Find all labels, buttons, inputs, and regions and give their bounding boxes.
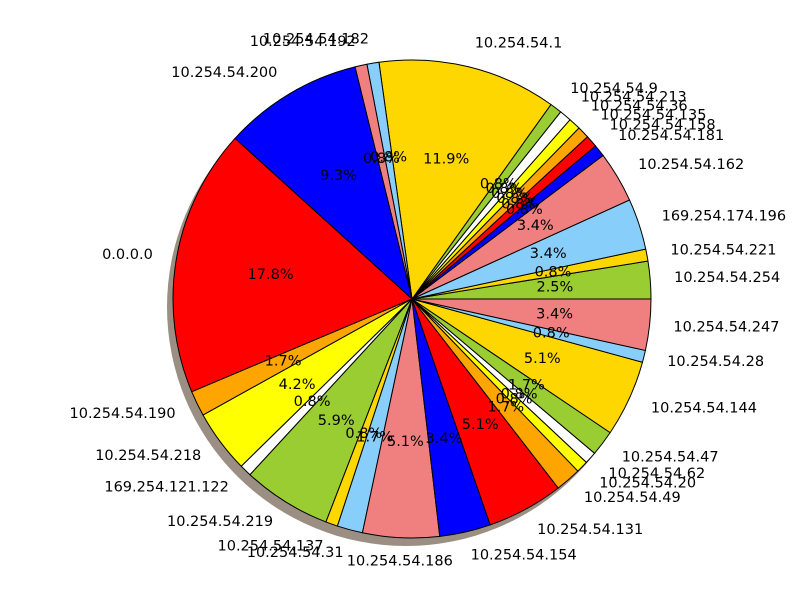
pie-percent-label: 0.8% [506,202,543,218]
pie-slice-10-254-54-1 [378,59,552,301]
pie-percent-label: 0.8% [345,426,382,442]
pie-category-label: 169.254.174.196 [662,209,787,225]
pie-percent-label: 0.8% [496,392,533,408]
pie-category-label: 10.254.54.62 [608,466,705,482]
pie-percent-label: 1.7% [487,400,524,416]
pie-category-label: 10.254.54.200 [171,65,277,81]
pie-category-label: 10.254.54.28 [667,354,764,370]
pie-category-label: 10.254.54.31 [247,545,344,561]
pie-category-label: 10.254.54.47 [622,450,719,466]
pie-percent-label: 1.7% [356,430,393,446]
pie-category-label: 10.254.54.158 [610,118,716,134]
pie-percent-label: 0.8% [491,186,528,202]
pie-percent-label: 1.7% [508,378,545,394]
pie-category-label: 10.254.54.154 [471,547,577,563]
pie-category-label: 10.254.54.221 [670,243,776,259]
pie-category-label: 10.254.54.49 [584,490,681,506]
pie-percent-label: 0.8% [501,196,538,212]
pie-percent-label: 3.4% [536,307,573,323]
pie-category-label: 10.254.54.182 [263,32,369,48]
pie-category-label: 10.254.54.36 [591,98,688,114]
pie-category-label: 10.254.54.219 [167,514,273,530]
pie-category-label: 10.254.54.186 [347,554,453,570]
pie-percent-label: 0.8% [496,191,533,207]
pie-percent-label: 17.8% [248,267,294,283]
pie-slice-10-254-54-247 [411,298,652,352]
pie-category-label: 0.0.0.0 [102,247,153,263]
pie-percent-label: 0.8% [370,150,407,166]
pie-category-label: 10.254.54.20 [599,476,696,492]
pie-percent-layer: 2.5%0.8%3.4%3.4%0.8%0.8%0.8%0.8%0.8%0.8%… [248,150,574,451]
pie-percent-label: 3.4% [426,431,463,447]
pie-category-label: 10.254.54.190 [70,406,176,422]
pie-category-label: 10.254.54.192 [250,34,356,50]
pie-category-label: 10.254.54.1 [475,36,563,52]
pie-category-label: 10.254.54.131 [537,522,643,538]
pie-category-label: 10.254.54.9 [570,81,658,97]
pie-percent-label: 0.8% [533,325,570,341]
pie-percent-label: 0.8% [294,394,331,410]
pie-percent-label: 3.4% [530,246,567,262]
pie-category-label: 10.254.54.218 [95,448,201,464]
pie-slice-10-254-54-200 [234,66,413,301]
pie-percent-label: 0.8% [480,177,517,193]
pie-category-label: 10.254.54.135 [600,108,706,124]
pie-percent-label: 0.8% [535,265,572,281]
pie-category-label: 10.254.54.162 [638,157,744,173]
pie-percent-label: 0.8% [363,151,400,167]
pie-percent-label: 0.8% [486,181,523,197]
pie-category-label: 10.254.54.181 [618,128,724,144]
pie-percent-label: 0.8% [501,386,538,402]
pie-category-label: 10.254.54.137 [218,539,324,555]
pie-category-label: 169.254.121.122 [104,480,229,496]
pie-percent-label: 9.3% [320,168,357,184]
pie-percent-label: 5.1% [524,351,561,367]
pie-percent-label: 5.1% [387,434,424,450]
pie-category-label: 10.254.54.254 [674,270,780,286]
pie-category-label: 10.254.54.144 [651,401,757,417]
pie-category-label: 10.254.54.247 [673,320,779,336]
pie-percent-label: 4.2% [279,377,316,393]
pie-percent-label: 1.7% [265,354,302,370]
pie-percent-label: 11.9% [423,152,469,168]
pie-slice-layer [172,59,652,539]
pie-label-layer: 10.254.54.254 10.254.54.221 169.254.174.19… [70,32,787,570]
pie-slice-0-0-0-0 [172,137,413,393]
pie-percent-label: 2.5% [536,280,573,296]
pie-category-label: 10.254.54.213 [581,89,687,105]
pie-percent-label: 5.1% [462,417,499,433]
pie-percent-label: 3.4% [517,218,554,234]
pie-percent-label: 5.9% [318,413,355,429]
